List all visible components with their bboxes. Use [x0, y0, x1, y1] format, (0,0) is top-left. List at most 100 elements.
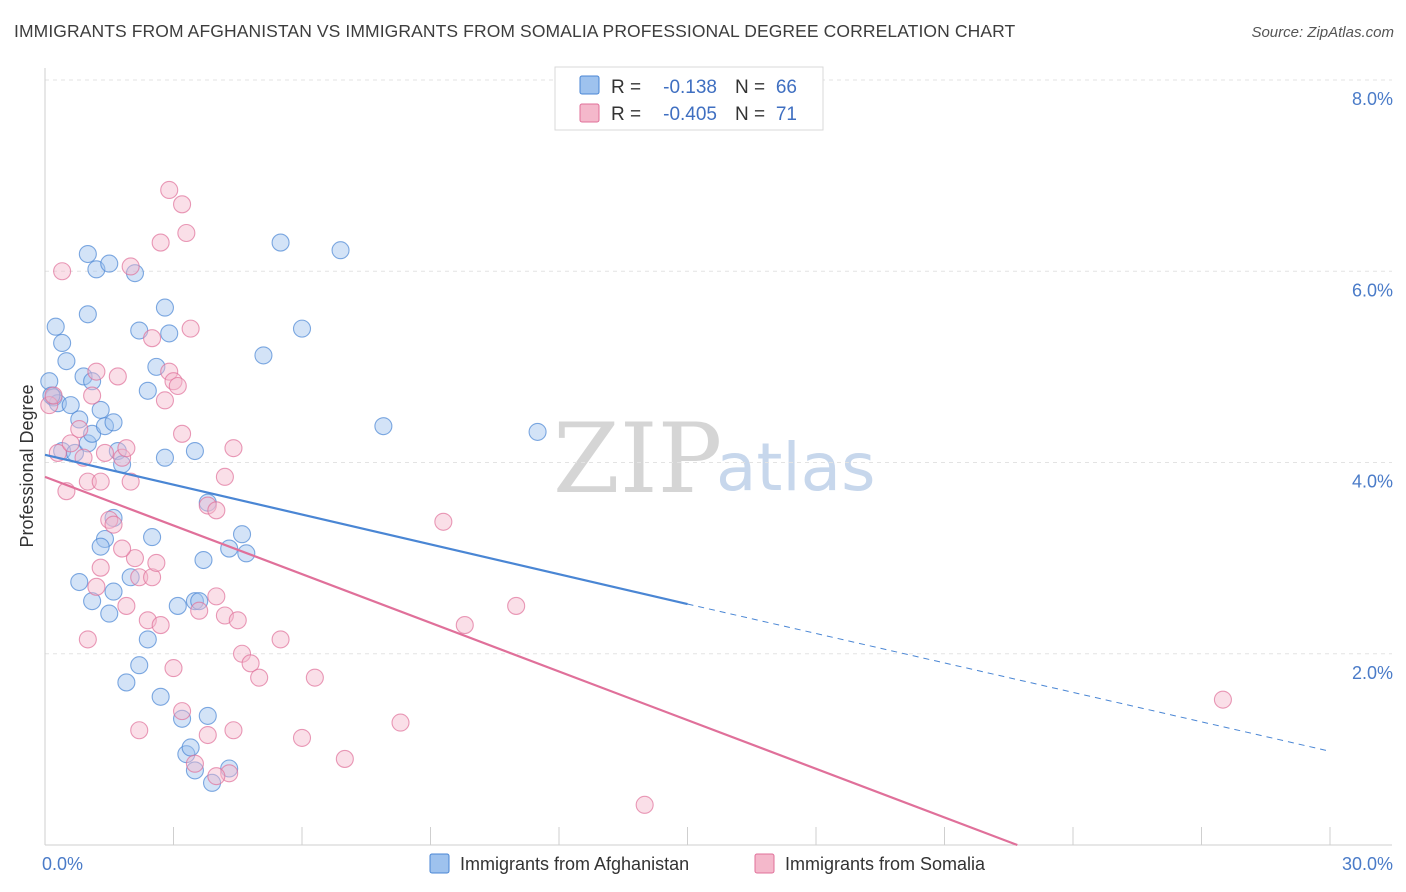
point-somalia [113, 448, 132, 467]
point-afghanistan [104, 413, 123, 432]
point-afghanistan [138, 630, 157, 649]
point-afghanistan [91, 537, 110, 556]
point-afghanistan [151, 687, 170, 706]
point-somalia [207, 501, 226, 520]
point-somalia [185, 754, 204, 773]
point-somalia [292, 728, 312, 747]
point-somalia [177, 223, 196, 243]
watermark: ZIP atlas [553, 403, 876, 515]
point-somalia [143, 329, 162, 348]
point-somalia [40, 396, 59, 415]
point-somalia [87, 577, 106, 596]
point-afghanistan [185, 761, 204, 780]
point-somalia [228, 611, 247, 630]
point-somalia [434, 512, 453, 531]
point-afghanistan [185, 441, 204, 461]
point-somalia [173, 195, 192, 214]
stats-n-label-somalia: N = [735, 104, 765, 125]
point-somalia [391, 713, 410, 732]
y-tick-label: 4.0% [1352, 472, 1393, 492]
axes: 2.0% 4.0% 6.0% 8.0% 0.0% 30.0% [42, 68, 1393, 874]
stats-n-value-somalia: 71 [776, 104, 797, 125]
x-tick-label: 30.0% [1342, 854, 1393, 874]
point-afghanistan [155, 448, 174, 467]
point-afghanistan [185, 592, 204, 611]
point-afghanistan [194, 550, 213, 570]
point-somalia [108, 367, 127, 386]
point-somalia [53, 262, 72, 281]
point-afghanistan [138, 381, 157, 400]
point-somalia [87, 362, 106, 381]
y-tick-label: 6.0% [1352, 280, 1393, 300]
point-somalia [224, 439, 243, 458]
point-afghanistan [57, 352, 76, 371]
point-somalia [151, 233, 170, 252]
point-somalia [147, 553, 166, 572]
point-somalia [160, 362, 179, 381]
point-afghanistan [198, 706, 217, 725]
point-somalia [224, 721, 243, 740]
point-somalia [121, 257, 140, 276]
point-somalia [117, 439, 136, 458]
grid [45, 79, 1392, 655]
point-somalia [168, 376, 187, 396]
point-afghanistan [143, 528, 162, 547]
point-somalia [113, 539, 132, 558]
point-somalia [78, 630, 97, 649]
stats-swatch-somalia [579, 103, 600, 123]
point-afghanistan [70, 572, 89, 592]
watermark-atlas: atlas [716, 429, 876, 506]
point-somalia [335, 749, 354, 768]
stats-box: R = -0.138 N = 66 R = -0.405 N = 71 [554, 66, 824, 131]
point-afghanistan [117, 673, 136, 692]
point-afghanistan [100, 604, 119, 623]
point-somalia [164, 659, 183, 678]
point-afghanistan [53, 333, 72, 353]
trend-line-afghanistan-dashed [687, 603, 1331, 752]
point-somalia [198, 725, 217, 745]
point-afghanistan [70, 410, 89, 429]
point-afghanistan [181, 738, 200, 757]
point-somalia [190, 601, 209, 620]
point-somalia [83, 386, 102, 405]
point-afghanistan [83, 372, 102, 391]
point-somalia [78, 472, 97, 491]
point-somalia [181, 319, 200, 338]
point-somalia [130, 568, 149, 587]
point-somalia [635, 795, 654, 814]
watermark-zip: ZIP [553, 403, 722, 515]
point-somalia [173, 424, 192, 443]
x-tick-label: 0.0% [42, 854, 83, 874]
point-afghanistan [190, 592, 209, 611]
stats-r-label-somalia: R = [611, 104, 641, 125]
point-somalia [70, 419, 89, 439]
point-somalia [455, 616, 474, 635]
point-somalia [117, 596, 136, 615]
point-afghanistan [271, 233, 290, 252]
stats-swatch-afghanistan [579, 75, 600, 95]
legend-label-somalia: Immigrants from Somalia [785, 854, 986, 874]
y-axis-label: Professional Degree [17, 384, 37, 547]
y-tick-label: 8.0% [1352, 89, 1393, 109]
point-afghanistan [292, 319, 312, 338]
point-afghanistan [83, 592, 102, 611]
trend-line-afghanistan [44, 453, 688, 606]
point-somalia [207, 587, 226, 606]
point-afghanistan [528, 422, 547, 441]
point-somalia [241, 654, 260, 673]
chart-source: Source: ZipAtlas.com [1251, 24, 1394, 41]
chart-title: IMMIGRANTS FROM AFGHANISTAN VS IMMIGRANT… [14, 21, 1016, 41]
stats-box-frame [554, 66, 824, 131]
data-points [40, 180, 1232, 814]
point-afghanistan [78, 244, 97, 264]
point-somalia [104, 515, 123, 534]
point-somalia [151, 616, 170, 635]
point-somalia [250, 668, 269, 687]
point-somalia [155, 391, 174, 410]
point-afghanistan [374, 417, 393, 436]
point-afghanistan [155, 298, 174, 317]
point-somalia [160, 180, 179, 200]
point-afghanistan [61, 396, 80, 415]
legend: Immigrants from Afghanistan Immigrants f… [429, 853, 986, 874]
